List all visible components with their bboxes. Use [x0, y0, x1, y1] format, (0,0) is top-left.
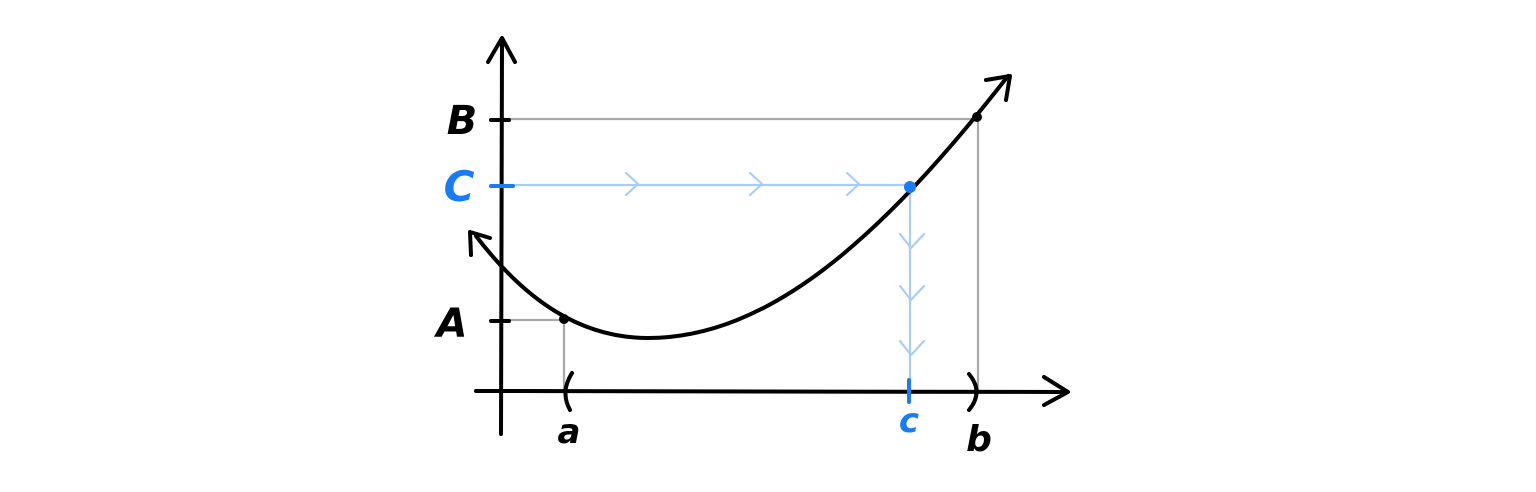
- left-paren-a: [563, 371, 574, 412]
- axes: [474, 36, 1070, 436]
- c-guide-lines: [503, 171, 926, 384]
- x-axis-arrowhead: [1042, 375, 1070, 407]
- right-paren-b: [967, 372, 979, 412]
- right-chevron-3: [845, 171, 861, 197]
- down-chevron-3: [898, 339, 926, 357]
- curve-left-arrowhead: [468, 230, 492, 257]
- label-b: b: [966, 419, 992, 460]
- x-axis: [474, 389, 1069, 394]
- label-c: c: [899, 401, 919, 441]
- interval-marks: [563, 371, 979, 412]
- y-axis: [499, 38, 504, 436]
- right-chevron-2: [748, 171, 764, 197]
- function-curve: [468, 74, 1012, 340]
- down-chevron-1: [898, 232, 926, 250]
- down-chevron-2: [898, 284, 926, 302]
- right-chevron-1: [624, 171, 640, 197]
- point-b-B: [972, 112, 982, 122]
- y-axis-arrowhead: [486, 36, 517, 64]
- label-A: A: [434, 301, 468, 347]
- label-B: B: [447, 98, 478, 144]
- point-c-C: [904, 181, 916, 193]
- guide-line-A: [503, 318, 566, 390]
- label-C: C: [444, 162, 475, 211]
- point-a-A: [559, 314, 569, 324]
- curve-path: [474, 74, 1010, 340]
- label-a: a: [558, 412, 581, 452]
- curve-right-arrowhead: [984, 74, 1012, 102]
